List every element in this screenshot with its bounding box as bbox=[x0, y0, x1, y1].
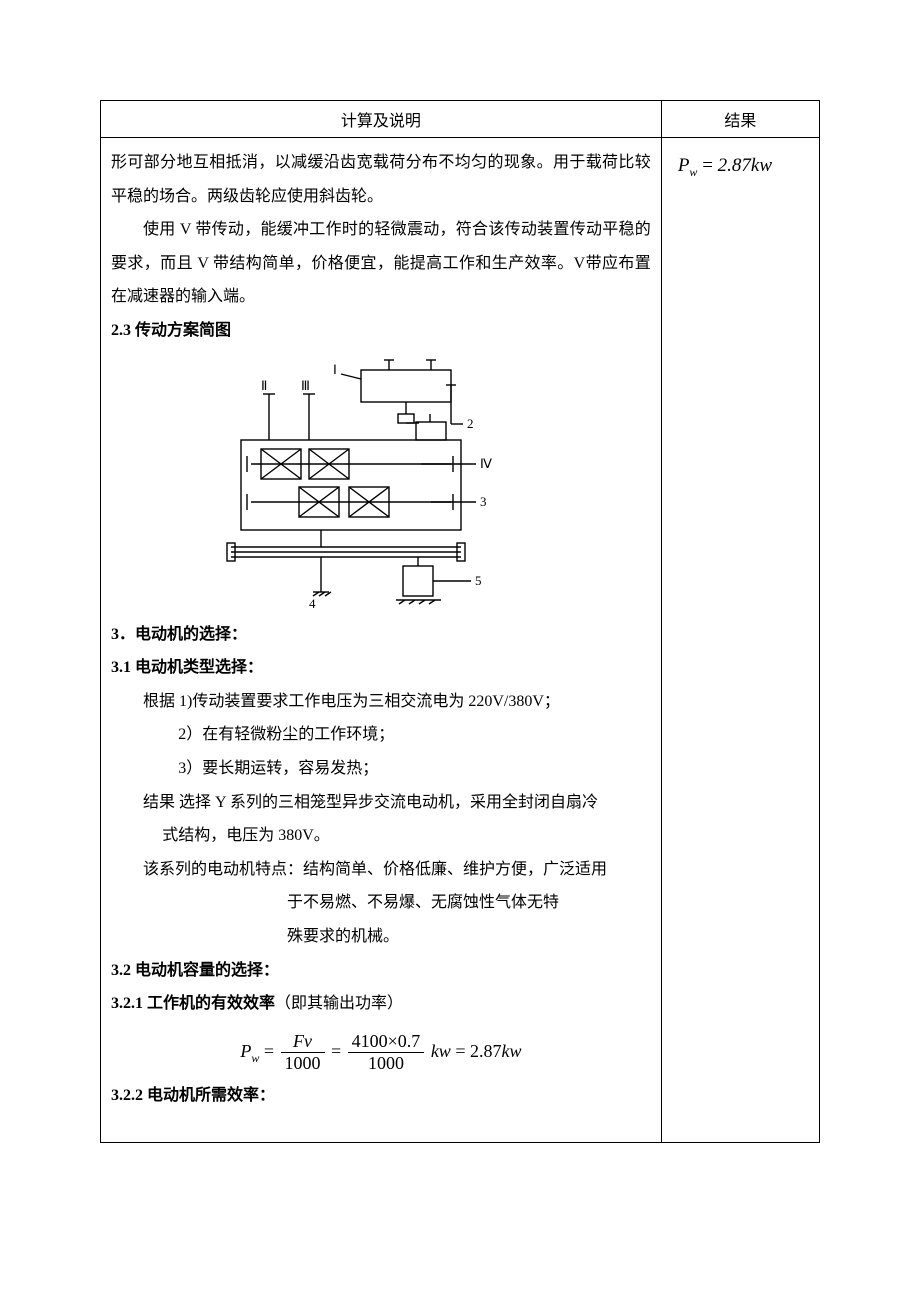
s3-1-features-b: 于不易燃、不易爆、无腐蚀性气体无特 bbox=[111, 886, 651, 920]
frac1-den: 1000 bbox=[281, 1053, 325, 1075]
sym-w: w bbox=[251, 1051, 259, 1065]
s3-1-line1: 根据 1)传动装置要求工作电压为三相交流电为 220V/380V； bbox=[111, 685, 651, 719]
result-label: 结果 bbox=[143, 794, 175, 811]
diagram-label-3: 3 bbox=[480, 494, 487, 509]
section-3-2-2-title: 3.2.2 电动机所需效率： bbox=[111, 1079, 651, 1113]
result-cell: Pw = 2.87kw bbox=[661, 138, 819, 1143]
result-pw: Pw = 2.87kw bbox=[672, 146, 809, 186]
transmission-diagram: Ⅰ Ⅱ Ⅲ Ⅳ 2 3 4 5 bbox=[111, 352, 651, 612]
frac2-den: 1000 bbox=[348, 1053, 425, 1075]
diagram-label-III: Ⅲ bbox=[301, 378, 310, 393]
s3-1-line3: 3）要长期运转，容易发热； bbox=[111, 752, 651, 786]
header-main: 计算及说明 bbox=[101, 101, 662, 138]
section-3-2-title: 3.2 电动机容量的选择： bbox=[111, 954, 651, 988]
para-2: 使用 V 带传动，能缓冲工作时的轻微震动，符合该传动装置传动平稳的要求，而且 V… bbox=[111, 213, 651, 314]
diagram-label-IV: Ⅳ bbox=[480, 456, 492, 471]
diagram-label-5: 5 bbox=[475, 573, 482, 588]
header-row: 计算及说明 结果 bbox=[101, 101, 820, 138]
pw-formula: Pw = Fv 1000 = 4100×0.7 1000 kw = 2.87kw bbox=[111, 1021, 651, 1079]
section-3-title: 3．电动机的选择： bbox=[111, 618, 651, 652]
diagram-label-4: 4 bbox=[309, 596, 316, 611]
page-table: 计算及说明 结果 形可部分地互相抵消，以减缓沿齿宽载荷分布不均匀的现象。用于载荷… bbox=[100, 100, 820, 1143]
s3-1-result-b: 式结构，电压为 380V。 bbox=[111, 819, 651, 853]
s3-1-result: 结果 选择 Y 系列的三相笼型异步交流电动机，采用全封闭自扇冷 bbox=[111, 786, 651, 820]
frac2-num: 4100×0.7 bbox=[348, 1031, 425, 1054]
diagram-label-2: 2 bbox=[467, 416, 474, 431]
frac-1: Fv 1000 bbox=[281, 1031, 325, 1075]
s3-1-line2: 2）在有轻微粉尘的工作环境； bbox=[111, 718, 651, 752]
result-text-a: 选择 Y 系列的三相笼型异步交流电动机，采用全封闭自扇冷 bbox=[179, 794, 598, 811]
diagram-label-II: Ⅱ bbox=[261, 378, 267, 393]
s3-2-1-tail: （即其输出功率） bbox=[275, 995, 403, 1012]
para-1: 形可部分地互相抵消，以减缓沿齿宽载荷分布不均匀的现象。用于载荷比较平稳的场合。两… bbox=[111, 146, 651, 213]
content-row: 形可部分地互相抵消，以减缓沿齿宽载荷分布不均匀的现象。用于载荷比较平稳的场合。两… bbox=[101, 138, 820, 1143]
unit-1: kw bbox=[431, 1041, 451, 1061]
diagram-label-I: Ⅰ bbox=[333, 362, 337, 377]
section-3-2-1-title: 3.2.1 工作机的有效效率（即其输出功率） bbox=[111, 987, 651, 1021]
frac1-num: Fv bbox=[281, 1031, 325, 1054]
schematic-svg: Ⅰ Ⅱ Ⅲ Ⅳ 2 3 4 5 bbox=[191, 352, 501, 612]
s3-1-features-a: 该系列的电动机特点：结构简单、价格低廉、维护方便，广泛适用 bbox=[111, 853, 651, 887]
main-cell: 形可部分地互相抵消，以减缓沿齿宽载荷分布不均匀的现象。用于载荷比较平稳的场合。两… bbox=[101, 138, 662, 1143]
s3-1-features-c: 殊要求的机械。 bbox=[111, 920, 651, 954]
s3-2-1-bold: 3.2.1 工作机的有效效率 bbox=[111, 995, 275, 1012]
header-result: 结果 bbox=[661, 101, 819, 138]
section-3-1-title: 3.1 电动机类型选择： bbox=[111, 651, 651, 685]
sym-P: P bbox=[240, 1041, 251, 1061]
rhs-value: 2.87kw bbox=[470, 1041, 522, 1061]
section-2-3-title: 2.3 传动方案简图 bbox=[111, 314, 651, 348]
frac-2: 4100×0.7 1000 bbox=[348, 1031, 425, 1075]
